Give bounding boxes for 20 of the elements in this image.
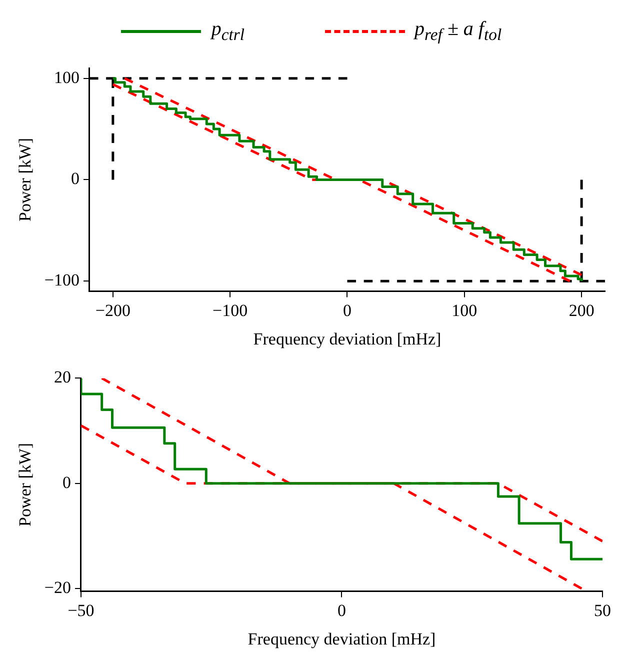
y-tick-label: 0	[62, 472, 71, 492]
x-tick-label: −50	[68, 600, 94, 620]
x-tick-label: 50	[594, 600, 611, 620]
legend-label: p$_{ctrl}$	[211, 18, 245, 44]
y-tick-label: −20	[44, 578, 71, 598]
y-axis-title: Power [kW]	[16, 138, 35, 222]
y-tick-label: 0	[70, 169, 80, 188]
x-tick-label: −100	[212, 300, 248, 320]
y-tick-label: 100	[54, 68, 80, 87]
legend-label: p$_{ref}$ ± a f$_{tol}$	[414, 18, 502, 44]
x-tick-label: 0	[337, 600, 346, 620]
x-axis-title: Frequency deviation [mHz]	[253, 329, 442, 348]
x-tick-label: 0	[342, 300, 352, 320]
x-axis-title: Frequency deviation [mHz]	[248, 629, 436, 648]
y-tick-label: 20	[54, 368, 71, 387]
x-tick-label: −200	[95, 300, 130, 320]
y-axis-title: Power [kW]	[16, 442, 35, 526]
x-tick-label: 100	[452, 300, 478, 320]
x-tick-label: 200	[568, 300, 594, 320]
y-tick-label: −100	[44, 270, 80, 290]
